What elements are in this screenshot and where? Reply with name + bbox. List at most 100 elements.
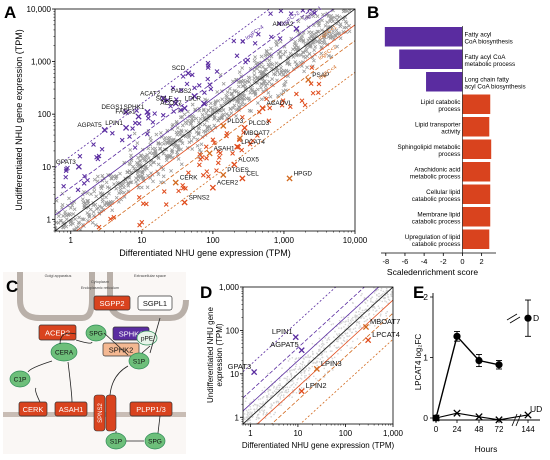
gene-point xyxy=(145,152,150,157)
background-point xyxy=(354,305,357,308)
gene-point xyxy=(137,158,142,163)
gene-point xyxy=(169,141,174,145)
gene-point xyxy=(305,15,309,20)
y-tick-label: 100 xyxy=(38,110,52,119)
background-point xyxy=(258,409,261,412)
gene-point xyxy=(196,130,201,135)
category-label-line: Fatty acyl CoA xyxy=(464,54,506,61)
gene-point xyxy=(322,37,327,42)
point-label-asah1: ASAH1 xyxy=(214,145,235,152)
gene-point xyxy=(63,209,67,214)
labelled-point xyxy=(101,126,108,134)
gene-point xyxy=(335,21,339,26)
gene-point xyxy=(215,110,220,115)
background-point xyxy=(354,327,357,329)
gene-point xyxy=(198,116,203,121)
gene-point xyxy=(269,46,273,51)
gene-point xyxy=(326,25,331,29)
gene-point xyxy=(216,98,221,103)
background-point xyxy=(341,335,343,337)
background-point xyxy=(304,376,306,379)
gene-point xyxy=(138,174,143,179)
gene-point xyxy=(188,122,193,127)
background-point xyxy=(347,316,350,319)
gene-point xyxy=(140,165,145,170)
background-point xyxy=(263,411,265,414)
background-point xyxy=(335,340,338,342)
bar xyxy=(462,139,492,159)
background-point xyxy=(349,319,352,322)
category-label-line: catabolic process xyxy=(412,196,461,203)
background-point xyxy=(288,395,291,398)
background-point xyxy=(349,347,352,350)
gene-point xyxy=(197,155,202,160)
gene-point xyxy=(135,141,140,145)
gene-point xyxy=(88,207,93,212)
background-point xyxy=(276,395,279,397)
labelled-point xyxy=(181,105,188,112)
gene-point xyxy=(136,185,141,190)
gene-point xyxy=(263,84,268,88)
gene-point xyxy=(159,180,163,185)
labelled-point xyxy=(200,100,208,107)
reference-line xyxy=(299,338,393,424)
gene-point xyxy=(264,67,269,72)
gene-point xyxy=(289,52,294,57)
gene-point xyxy=(122,160,127,165)
gene-point xyxy=(143,155,148,160)
sig-point xyxy=(132,120,138,126)
gene-point xyxy=(296,19,301,24)
sig-point xyxy=(279,102,285,108)
background-point xyxy=(308,361,310,364)
background-point xyxy=(338,323,341,325)
background-point xyxy=(320,346,323,348)
pathway-arrow xyxy=(35,387,41,403)
background-point xyxy=(257,404,259,406)
gene-point xyxy=(286,74,290,79)
sig-point xyxy=(215,160,221,166)
gene-point xyxy=(126,181,130,186)
background-point xyxy=(273,390,276,392)
background-point xyxy=(342,316,345,318)
gene-point xyxy=(338,36,343,41)
background-point xyxy=(316,379,319,382)
background-point xyxy=(380,313,382,315)
gene-point xyxy=(256,61,260,65)
gene-point xyxy=(107,186,112,190)
metabolite-s1p-extracellular-label: S1P xyxy=(110,439,122,446)
gene-point xyxy=(302,69,306,74)
sig-point xyxy=(170,85,176,91)
category-label: Arachidonic acid metabolic process xyxy=(410,166,461,180)
gene-point xyxy=(287,62,292,67)
labelled-point xyxy=(75,163,82,170)
background-point xyxy=(318,337,321,340)
gene-point xyxy=(300,34,305,38)
labelled-point xyxy=(241,124,248,131)
gene-point xyxy=(293,39,298,44)
gene-point xyxy=(156,155,161,159)
background-point xyxy=(358,313,361,316)
background-point xyxy=(321,356,324,359)
gene-point xyxy=(246,75,251,80)
background-point xyxy=(374,307,376,309)
background-point xyxy=(348,335,351,337)
gene-point xyxy=(325,32,330,36)
labelled-point xyxy=(298,388,305,395)
background-point xyxy=(318,360,321,363)
gene-point xyxy=(312,48,317,52)
sig-point xyxy=(168,103,173,109)
gene-point xyxy=(243,80,248,85)
gene-point xyxy=(252,58,257,63)
background-point xyxy=(295,371,298,373)
gene-point xyxy=(118,184,122,189)
background-point xyxy=(255,416,258,419)
gene-point xyxy=(73,217,78,222)
gene-point xyxy=(274,43,279,47)
transporter-spns2 xyxy=(93,394,106,432)
background-point xyxy=(300,374,303,376)
series-point-ud xyxy=(432,414,440,422)
gene-point xyxy=(177,130,181,134)
background-point xyxy=(327,337,330,340)
gene-point xyxy=(71,221,75,226)
labelled-point xyxy=(292,334,299,341)
